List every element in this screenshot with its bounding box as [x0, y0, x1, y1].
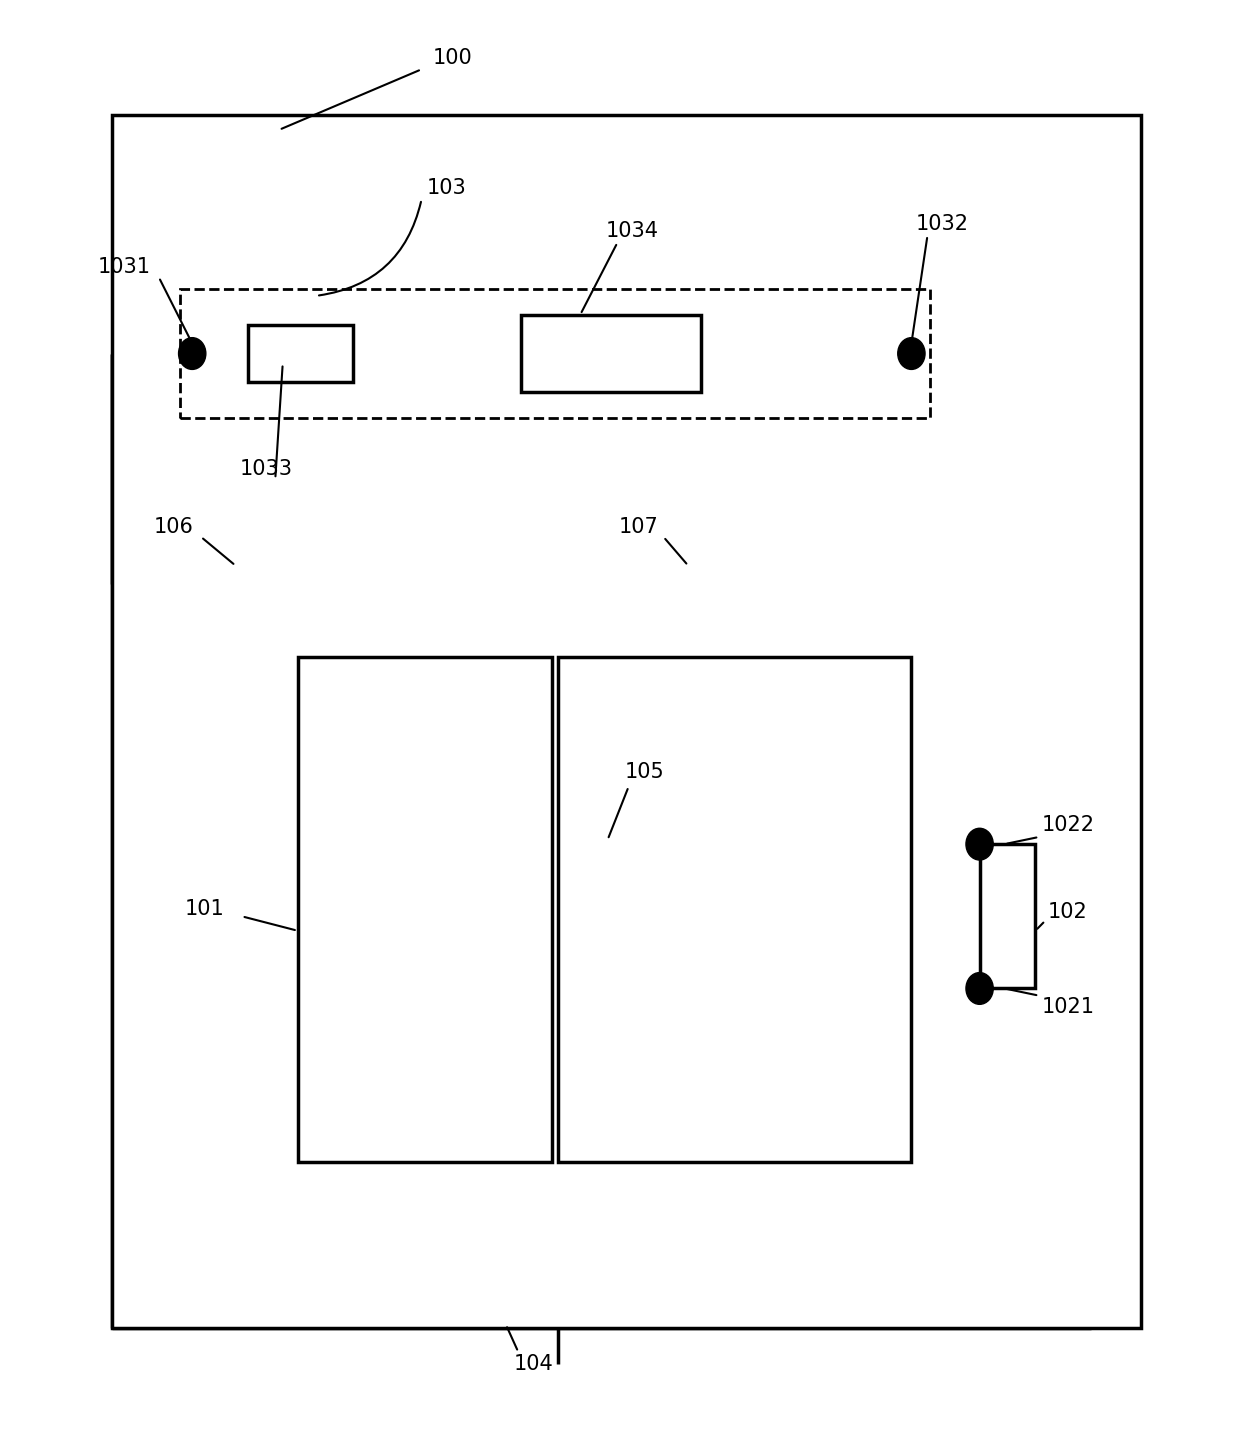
Bar: [112, 115, 1141, 1328]
Text: 104: 104: [513, 1354, 553, 1374]
Bar: [298, 657, 552, 1162]
Bar: [521, 315, 701, 392]
Text: 106: 106: [154, 517, 193, 537]
Text: 1034: 1034: [606, 221, 658, 241]
Text: 1031: 1031: [98, 257, 150, 277]
Bar: [180, 289, 930, 418]
Circle shape: [966, 973, 993, 1004]
Text: 102: 102: [1048, 902, 1087, 922]
Text: 1022: 1022: [1042, 815, 1095, 835]
Circle shape: [179, 338, 206, 369]
Text: 105: 105: [625, 762, 665, 782]
Text: 1021: 1021: [1042, 997, 1095, 1017]
Text: 103: 103: [427, 177, 466, 198]
Circle shape: [966, 828, 993, 860]
Bar: [558, 657, 911, 1162]
Text: 1033: 1033: [241, 459, 293, 479]
Bar: [248, 325, 353, 382]
Text: 1032: 1032: [916, 214, 968, 234]
Circle shape: [898, 338, 925, 369]
Text: 100: 100: [433, 48, 472, 68]
Text: 101: 101: [185, 899, 224, 919]
Text: 107: 107: [619, 517, 658, 537]
Bar: [980, 844, 1035, 988]
